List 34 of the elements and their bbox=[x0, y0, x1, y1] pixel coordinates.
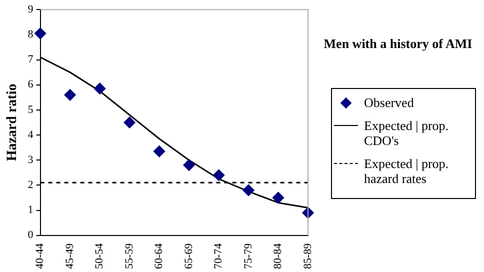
x-tick-label: 85-89 bbox=[302, 242, 314, 270]
y-tick-label: 2 bbox=[28, 179, 34, 192]
point bbox=[183, 159, 195, 171]
x-tick-label: 45-49 bbox=[64, 242, 76, 270]
x-tick-label: 50-54 bbox=[94, 242, 106, 270]
y-tick-label: 8 bbox=[28, 28, 34, 41]
point bbox=[154, 146, 166, 158]
point bbox=[124, 116, 136, 128]
x-tick-label: 80-84 bbox=[272, 242, 284, 270]
y-axis-title: Hazard ratio bbox=[5, 84, 20, 162]
legend-label: Observed bbox=[364, 95, 414, 110]
point bbox=[64, 89, 76, 101]
point bbox=[94, 82, 106, 94]
y-tick-label: 5 bbox=[28, 104, 34, 116]
x-tick-label: 60-64 bbox=[153, 242, 166, 270]
y-tick-label: 3 bbox=[28, 154, 34, 166]
y-tick-label: 4 bbox=[28, 128, 34, 141]
text: Men with a history of AMI bbox=[322, 36, 474, 52]
point bbox=[272, 192, 284, 204]
point bbox=[242, 184, 254, 196]
y-tick-label: 1 bbox=[28, 204, 34, 216]
x-tick-label: 55-59 bbox=[123, 242, 136, 270]
x-tick-label: 40-44 bbox=[34, 242, 46, 270]
y-tick-label: 6 bbox=[28, 78, 34, 91]
legend-label: Expected | prop. CDO's bbox=[364, 118, 450, 148]
x-tick-label: 75-79 bbox=[242, 242, 254, 270]
point bbox=[213, 169, 225, 181]
y-tick-label: 9 bbox=[28, 3, 34, 16]
y-tick-label: 7 bbox=[28, 54, 34, 66]
x-tick-label: 65-69 bbox=[182, 242, 195, 270]
point bbox=[34, 28, 46, 40]
y-tick-label: 0 bbox=[28, 229, 34, 242]
legend-label: Expected | prop. hazard rates bbox=[364, 156, 450, 186]
x-tick-label: 70-74 bbox=[212, 242, 225, 270]
